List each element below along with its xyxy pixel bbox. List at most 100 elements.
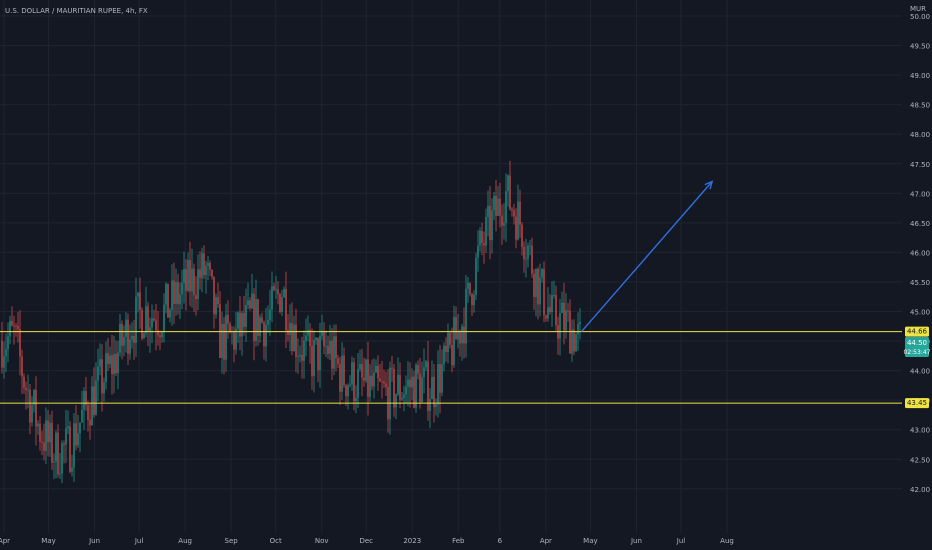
candle-body [333,336,335,369]
candle-body [127,319,129,354]
candle-body [487,205,489,218]
projection-arrow[interactable] [580,180,714,333]
candle-body [461,326,463,344]
candle-body [247,300,249,306]
time-tick-label: May [41,537,55,545]
candle-body [365,359,367,381]
candle-body [31,404,33,423]
candle-body [359,363,361,370]
candle-body [141,310,143,339]
candle-body [167,283,169,318]
candle-body [45,420,47,451]
candle-body [183,269,185,284]
candle-body [349,384,351,386]
candle-body [449,332,451,345]
candle-body [3,356,5,368]
candle-body [25,387,27,391]
candle-body [69,426,71,472]
symbol-title[interactable]: U.S. DOLLAR / MAURITIAN RUPEE, 4h, FX [5,7,148,15]
time-axis[interactable]: Apr May Jun Jul Aug Sep Oct Nov Dec 2023 Feb 6 Apr Ma… [0,537,734,545]
candle-body [555,294,557,326]
arrow-shaft[interactable] [580,181,713,333]
candle-body [227,314,229,324]
candle-body [537,269,539,305]
candle-body [161,332,163,338]
time-tick-label: Jun [88,537,100,545]
candle-body [79,422,81,434]
candle-body [485,217,487,246]
candle-body [27,389,29,391]
candle-body [35,390,37,427]
upper-level-badge: 44.66 [907,328,928,336]
candle-body [93,386,95,415]
arrow-head[interactable] [704,180,714,190]
candle-body [151,318,153,328]
candle-body [579,322,581,324]
candle-body [369,375,371,397]
candle-body [395,394,397,408]
candle-body [465,288,467,344]
candle-body [67,426,69,429]
candle-body [113,353,115,375]
candle-body [149,327,151,333]
candle-body [445,345,447,353]
candle-body [41,441,43,443]
time-tick-label: Jul [134,537,144,545]
candle-body [155,320,157,331]
candle-body [429,399,431,411]
price-tick-label: 43.00 [910,427,930,435]
candle-body [241,313,243,337]
candle-body [179,294,181,305]
last-price-badge-bg [905,337,929,358]
candle-body [87,405,89,420]
candle-body [543,269,545,316]
candle-body [163,304,165,333]
candle-body [219,304,221,358]
candle-body [301,354,303,361]
countdown-badge: 02:53:47 [904,349,931,356]
lower-level-badge: 43.45 [907,399,927,407]
candle-body [517,201,519,240]
candle-body [519,201,521,225]
candle-body [525,258,527,260]
candle-body [347,385,349,397]
candle-body [547,307,549,319]
candle-body [119,323,121,353]
candle-body [415,365,417,408]
candle-body [49,422,51,443]
candle-body [419,373,421,403]
candle-body [57,432,59,475]
level-lines[interactable] [0,331,902,404]
candle-body [297,356,299,358]
candle-body [435,404,437,407]
upper-level-badge-bg [905,326,929,337]
candle-body [9,320,11,337]
candle-body [295,324,297,357]
candle-body [497,198,499,216]
candle-body [541,269,543,278]
candle-body [111,355,113,375]
candle-body [391,367,393,369]
candle-body [159,335,161,338]
candle-body [401,397,403,400]
candle-body [65,428,67,445]
candle-body [245,305,247,327]
candle-body [121,323,123,346]
candle-body [495,195,497,216]
candle-body [237,312,239,329]
candle-body [287,330,289,335]
candle-body [195,295,197,300]
candle-body [437,364,439,405]
candle-body [117,352,119,374]
candle-body [181,283,183,295]
candle-body [431,376,433,400]
candle-body [137,292,139,297]
candle-body [559,313,561,339]
candle-body [367,359,369,397]
candle-body [185,269,187,291]
price-tick-label: 44.00 [910,368,930,376]
candle-body [299,354,301,357]
candle-body [563,302,565,331]
